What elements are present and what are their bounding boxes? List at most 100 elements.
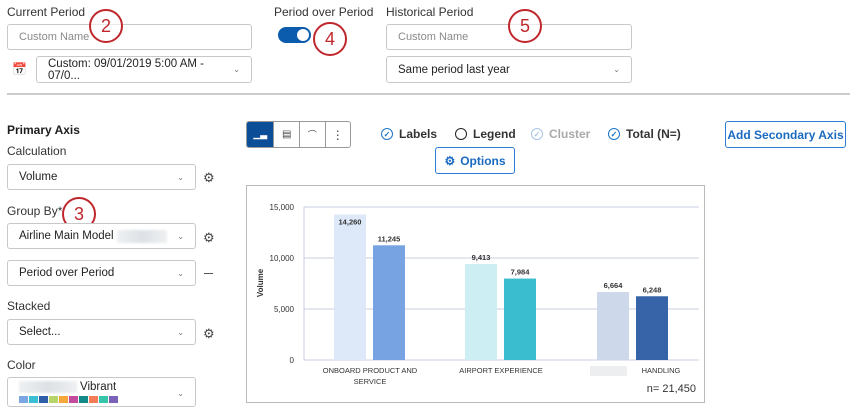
palette-swatch	[19, 396, 28, 403]
bar[interactable]	[334, 214, 366, 360]
bar[interactable]	[465, 263, 497, 360]
chevron-down-icon: ⌄	[177, 327, 184, 337]
period-over-period-toggle[interactable]	[278, 27, 311, 43]
labels-checkbox[interactable]: ✓ Labels	[381, 127, 437, 141]
calculation-label: Calculation	[7, 144, 67, 158]
historical-period-select[interactable]: Same period last year ⌄	[386, 56, 632, 83]
current-period-name-input[interactable]: Custom Name	[7, 24, 252, 50]
chevron-down-icon: ⌄	[613, 65, 620, 74]
chart-type-toolbar: ▁▃ ▤ ⌒ ⋮	[246, 121, 351, 148]
palette-swatch	[109, 396, 118, 403]
chevron-down-icon: ⌄	[177, 389, 184, 398]
data-label: 6,248	[643, 285, 662, 294]
check-circle-icon: ✓	[381, 128, 393, 140]
group-by-label: Group By*	[7, 204, 63, 218]
total-n-label: n= 21,450	[647, 383, 696, 395]
primary-axis-title: Primary Axis	[7, 123, 80, 137]
chevron-down-icon: ⌄	[177, 268, 184, 278]
bar-chart-icon[interactable]: ▤	[273, 122, 299, 147]
remove-icon[interactable]	[204, 273, 213, 274]
toggle-knob	[297, 29, 309, 41]
palette-swatch	[49, 396, 58, 403]
historical-period-label: Historical Period	[386, 5, 474, 19]
color-label: Color	[7, 358, 36, 372]
stacked-label: Stacked	[7, 299, 51, 313]
annotation-2: 2	[89, 9, 123, 43]
gear-icon: ⚙	[444, 153, 456, 168]
redacted-area	[19, 381, 77, 393]
annotation-4: 4	[313, 22, 347, 56]
palette-swatch	[29, 396, 38, 403]
more-icon[interactable]: ⋮	[324, 122, 351, 147]
x-tick-label: AIRPORT EXPERIENCE	[459, 366, 543, 375]
data-label: 9,413	[472, 253, 491, 262]
y-tick-label: 15,000	[270, 203, 295, 212]
chevron-down-icon: ⌄	[233, 65, 240, 74]
stacked-value: Select...	[19, 326, 61, 338]
empty-circle-icon	[455, 128, 467, 140]
cluster-checkbox[interactable]: ✓ Cluster	[531, 127, 590, 141]
bar[interactable]	[373, 245, 405, 360]
y-tick-label: 5,000	[274, 305, 295, 314]
y-axis-label: Volume	[256, 268, 265, 297]
current-period-date-select[interactable]: Custom: 09/01/2019 5:00 AM - 07/0... ⌄	[36, 56, 252, 83]
section-divider	[7, 93, 850, 95]
total-checkbox[interactable]: ✓ Total (N=)	[608, 127, 681, 141]
x-tick-label: SERVICE	[354, 377, 387, 386]
group-by-value: Airline Main Model	[19, 230, 114, 242]
data-label: 6,664	[604, 281, 624, 290]
options-button[interactable]: ⚙ Options	[435, 147, 515, 174]
bar[interactable]	[597, 292, 629, 360]
calculation-select[interactable]: Volume ⌄	[7, 164, 196, 190]
period-over-period-label: Period over Period	[274, 5, 374, 19]
calendar-icon[interactable]: 📅	[12, 62, 27, 76]
palette-swatch	[39, 396, 48, 403]
redacted-area	[116, 229, 167, 243]
bar[interactable]	[636, 296, 668, 360]
legend-text: Legend	[473, 127, 516, 141]
palette-swatch	[99, 396, 108, 403]
add-secondary-axis-button[interactable]: Add Secondary Axis	[725, 121, 846, 148]
cluster-text: Cluster	[549, 127, 591, 141]
chevron-down-icon: ⌄	[177, 231, 184, 241]
chart-container: 15,000 10,000 5,000 0 Volume 14,260 11,245 ONBO…	[246, 185, 705, 403]
palette-swatch	[89, 396, 98, 403]
options-label: Options	[460, 153, 506, 168]
color-value: Vibrant	[80, 381, 117, 393]
date-range-value: Custom: 09/01/2019 5:00 AM - 07/0...	[48, 57, 204, 82]
x-tick-label: ONBOARD PRODUCT AND	[323, 366, 418, 375]
y-tick-label: 10,000	[270, 254, 295, 263]
data-label: 14,260	[339, 218, 362, 227]
bar[interactable]	[504, 278, 536, 360]
check-circle-icon: ✓	[531, 128, 543, 140]
stacked-select[interactable]: Select... ⌄	[7, 319, 196, 345]
chevron-down-icon: ⌄	[177, 172, 184, 182]
y-tick-label: 0	[290, 356, 295, 365]
group-by-2-select[interactable]: Period over Period ⌄	[7, 260, 196, 286]
data-label: 11,245	[378, 234, 401, 243]
current-period-label: Current Period	[7, 5, 86, 19]
historical-range-value: Same period last year	[398, 63, 510, 76]
palette-swatch	[79, 396, 88, 403]
color-select[interactable]: Vibrant ⌄	[7, 377, 196, 407]
x-tick-label: HANDLING	[642, 366, 681, 375]
gear-icon[interactable]: ⚙	[203, 170, 215, 185]
redacted-area	[590, 366, 627, 376]
palette-swatch	[59, 396, 68, 403]
check-circle-icon: ✓	[608, 128, 620, 140]
palette-swatch	[69, 396, 78, 403]
gear-icon[interactable]: ⚙	[203, 326, 215, 341]
column-chart-icon[interactable]: ▁▃	[247, 122, 274, 147]
line-chart-icon[interactable]: ⌒	[298, 122, 325, 147]
calculation-value: Volume	[19, 171, 58, 183]
group-by-select[interactable]: Airline Main Model ⌄	[7, 223, 196, 249]
gear-icon[interactable]: ⚙	[203, 230, 215, 245]
annotation-5: 5	[508, 9, 542, 43]
labels-text: Labels	[399, 127, 438, 141]
legend-checkbox[interactable]: Legend	[455, 127, 516, 141]
total-text: Total (N=)	[626, 127, 681, 141]
data-label: 7,984	[511, 268, 531, 277]
color-palette	[19, 396, 118, 403]
group-by-2-value: Period over Period	[19, 267, 115, 279]
bar-chart: 15,000 10,000 5,000 0 Volume 14,260 11,245 ONBO…	[256, 203, 699, 395]
